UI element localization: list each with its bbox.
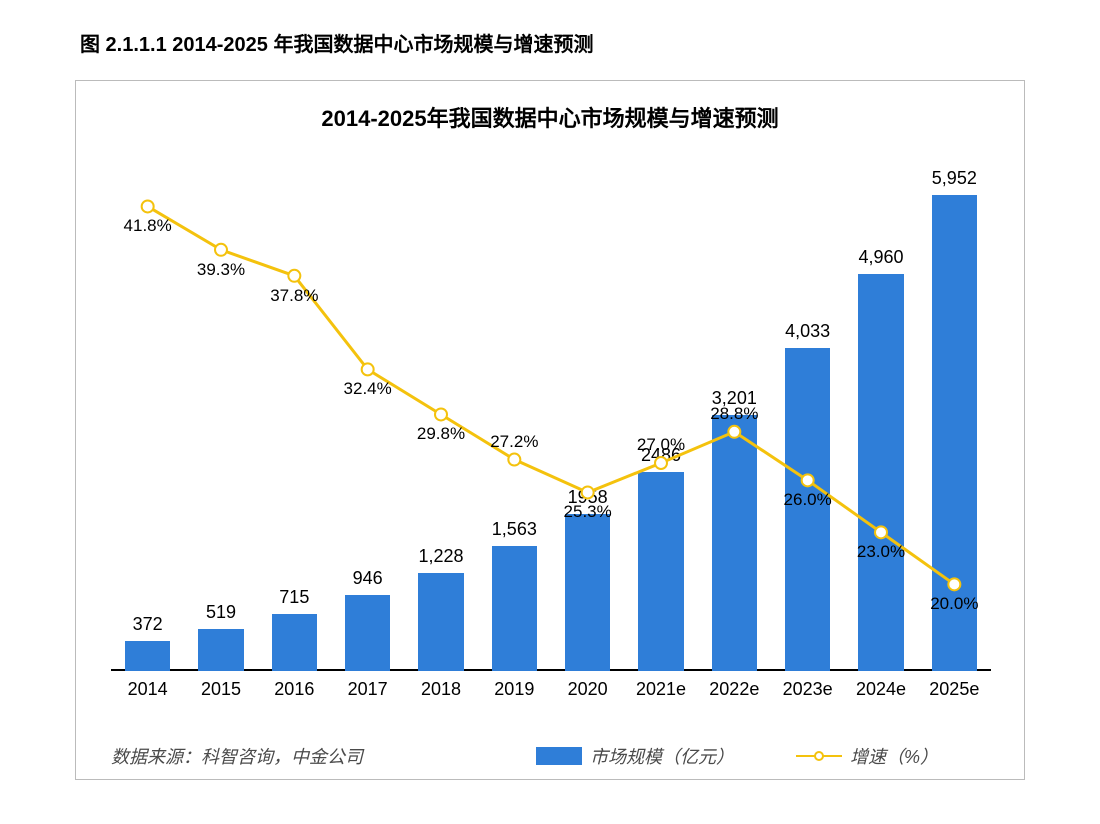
x-axis-label: 2018 bbox=[404, 679, 477, 700]
legend-bar-label: 市场规模（亿元） bbox=[590, 743, 734, 769]
legend-marker-icon bbox=[814, 751, 824, 761]
x-axis-label: 2016 bbox=[258, 679, 331, 700]
line-marker-icon bbox=[655, 457, 667, 469]
growth-rate-label: 20.0% bbox=[930, 594, 978, 614]
x-axis-label: 2014 bbox=[111, 679, 184, 700]
legend-swatch-bar bbox=[536, 747, 582, 765]
legend-item-line: 增速（%） bbox=[796, 743, 938, 769]
growth-rate-label: 25.3% bbox=[564, 502, 612, 522]
chart-container: 2014-2025年我国数据中心市场规模与增速预测 37220145192015… bbox=[75, 80, 1025, 780]
line-marker-icon bbox=[582, 486, 594, 498]
x-axis-label: 2023e bbox=[771, 679, 844, 700]
x-axis-label: 2019 bbox=[478, 679, 551, 700]
line-marker-icon bbox=[508, 454, 520, 466]
x-axis-label: 2020 bbox=[551, 679, 624, 700]
growth-rate-label: 27.0% bbox=[637, 435, 685, 455]
x-axis-label: 2015 bbox=[184, 679, 257, 700]
line-marker-icon bbox=[142, 200, 154, 212]
page-title: 图 2.1.1.1 2014-2025 年我国数据中心市场规模与增速预测 bbox=[80, 28, 593, 57]
legend-item-bar: 市场规模（亿元） bbox=[536, 743, 734, 769]
x-axis-label: 2022e bbox=[698, 679, 771, 700]
x-axis-label: 2021e bbox=[624, 679, 697, 700]
growth-rate-label: 41.8% bbox=[124, 216, 172, 236]
growth-rate-label: 27.2% bbox=[490, 432, 538, 452]
growth-rate-label: 23.0% bbox=[857, 542, 905, 562]
line-marker-icon bbox=[362, 363, 374, 375]
growth-line bbox=[111, 151, 991, 671]
line-marker-icon bbox=[948, 578, 960, 590]
line-marker-icon bbox=[875, 526, 887, 538]
line-marker-icon bbox=[435, 408, 447, 420]
growth-rate-label: 32.4% bbox=[344, 379, 392, 399]
x-axis-label: 2017 bbox=[331, 679, 404, 700]
legend-line-label: 增速（%） bbox=[850, 743, 938, 769]
growth-rate-label: 28.8% bbox=[710, 404, 758, 424]
growth-rate-label: 26.0% bbox=[784, 490, 832, 510]
growth-rate-label: 39.3% bbox=[197, 260, 245, 280]
growth-rate-label: 29.8% bbox=[417, 424, 465, 444]
line-marker-icon bbox=[215, 244, 227, 256]
x-axis-label: 2025e bbox=[918, 679, 991, 700]
growth-rate-label: 37.8% bbox=[270, 286, 318, 306]
data-source: 数据来源：科智咨询，中金公司 bbox=[111, 743, 363, 769]
chart-title: 2014-2025年我国数据中心市场规模与增速预测 bbox=[76, 101, 1024, 133]
line-marker-icon bbox=[288, 270, 300, 282]
line-marker-icon bbox=[802, 474, 814, 486]
plot-area: 37220145192015715201694620171,22820181,5… bbox=[111, 151, 991, 671]
line-marker-icon bbox=[728, 426, 740, 438]
x-axis-label: 2024e bbox=[844, 679, 917, 700]
legend-swatch-line bbox=[796, 755, 842, 757]
